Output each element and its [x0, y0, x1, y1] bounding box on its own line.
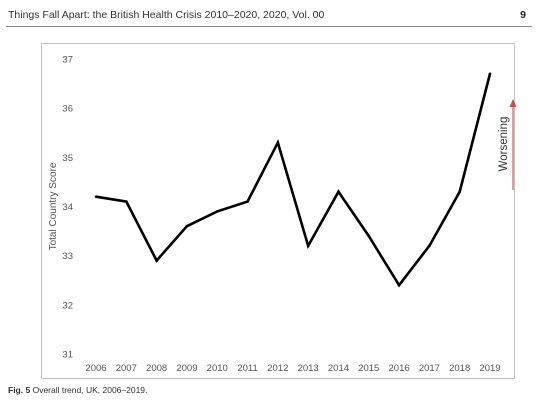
y-tick-label: 33: [62, 251, 73, 262]
y-tick-label: 36: [62, 104, 73, 115]
data-point-2018: [458, 190, 461, 194]
data-point-2006: [94, 195, 98, 198]
x-tick-label: 2018: [449, 363, 470, 374]
x-tick-label: 2016: [389, 363, 410, 374]
x-tick-label: 2017: [419, 363, 440, 374]
x-tick-label: 2009: [176, 363, 197, 374]
data-point-2014: [337, 190, 340, 194]
x-tick-label: 2014: [328, 363, 349, 374]
series-points: [94, 72, 492, 287]
figure-caption: Fig. 5 Overall trend, UK, 2006–2019.: [8, 385, 147, 395]
x-axis-ticks: 2006 2007 2008 2009 2010 2011 2012 2013 2014 2015…: [85, 363, 500, 374]
x-tick-label: 2008: [146, 363, 167, 374]
running-head-title: Things Fall Apart: the British Health Cr…: [8, 9, 325, 21]
y-axis-label: Total Country Score: [48, 162, 59, 250]
x-tick-label: 2015: [358, 363, 379, 374]
worsening-annotation: Worsening: [498, 99, 517, 190]
data-point-2008: [155, 259, 158, 262]
data-point-2007: [125, 200, 128, 203]
worsening-label: Worsening: [498, 117, 510, 172]
y-tick-label: 34: [62, 202, 73, 213]
y-tick-label: 32: [62, 300, 73, 311]
data-point-2015: [367, 234, 371, 238]
y-axis-ticks: 31 32 33 34 35 36 37: [62, 55, 73, 361]
x-tick-label: 2006: [85, 363, 106, 374]
worsening-arrow-head-icon: [509, 99, 517, 107]
x-tick-label: 2011: [237, 363, 257, 374]
x-tick-label: 2007: [116, 363, 137, 374]
page-number: 9: [520, 9, 526, 21]
data-point-2019: [488, 72, 492, 76]
series-line-total-score: [95, 73, 492, 288]
data-point-2012: [276, 141, 280, 144]
figure-caption-text: Overall trend, UK, 2006–2019.: [32, 385, 148, 395]
x-tick-label: 2010: [207, 363, 228, 374]
data-point-2009: [185, 224, 189, 228]
data-point-2010: [215, 210, 219, 213]
figure-caption-label: Fig. 5: [8, 385, 31, 395]
x-tick-label: 2012: [267, 363, 288, 374]
data-point-2011: [246, 200, 249, 203]
y-tick-label: 35: [62, 153, 73, 164]
y-tick-label: 37: [62, 55, 73, 66]
x-tick-label: 2019: [479, 363, 500, 374]
header-divider: [6, 26, 532, 27]
data-point-2017: [428, 244, 431, 248]
x-tick-label: 2013: [298, 363, 319, 374]
y-tick-label: 31: [62, 350, 73, 361]
data-point-2013: [306, 244, 310, 248]
data-point-2016: [397, 283, 401, 287]
chart-frame: [41, 43, 515, 379]
